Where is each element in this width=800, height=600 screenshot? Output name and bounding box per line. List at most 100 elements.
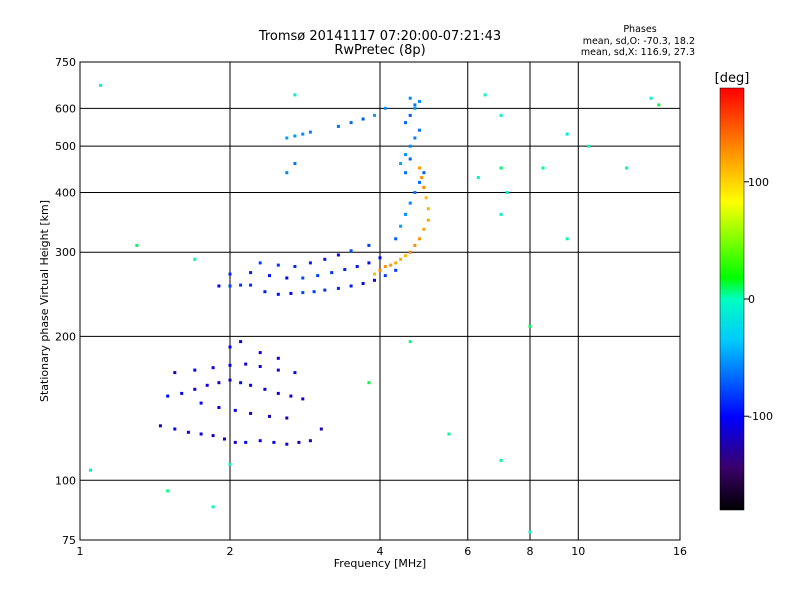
data-point xyxy=(499,113,503,117)
data-point xyxy=(135,243,139,247)
data-point xyxy=(373,278,376,282)
data-point xyxy=(408,144,412,148)
data-point xyxy=(361,282,365,285)
data-point xyxy=(199,401,203,405)
data-point xyxy=(211,366,215,370)
data-point xyxy=(193,368,197,372)
data-point xyxy=(413,243,417,247)
x-axis-label: Frequency [MHz] xyxy=(334,557,426,570)
data-point xyxy=(413,136,417,140)
data-point xyxy=(367,243,371,247)
data-point xyxy=(173,371,177,375)
x-tick-label: 2 xyxy=(227,545,234,558)
data-point xyxy=(408,157,412,161)
data-point xyxy=(308,439,312,443)
data-point xyxy=(404,121,407,125)
data-point xyxy=(343,268,347,271)
y-tick-label: 600 xyxy=(55,102,76,115)
data-point xyxy=(422,227,426,231)
colorbar-tick-label: -100 xyxy=(748,410,773,423)
data-point xyxy=(223,437,226,441)
data-point xyxy=(228,345,232,349)
data-point xyxy=(399,224,403,228)
data-point xyxy=(420,176,424,179)
data-point xyxy=(308,261,312,265)
colorbar-tick-label: 100 xyxy=(748,176,769,189)
data-point xyxy=(413,103,417,107)
data-point xyxy=(228,272,232,276)
data-point xyxy=(408,340,412,344)
data-point xyxy=(367,381,371,385)
data-point xyxy=(217,381,221,385)
data-point xyxy=(199,432,203,436)
data-point xyxy=(249,271,253,275)
data-point xyxy=(289,394,293,398)
data-point xyxy=(244,362,248,366)
data-point xyxy=(316,274,320,278)
data-point xyxy=(476,176,480,179)
data-point xyxy=(258,351,262,355)
data-point xyxy=(361,117,365,121)
data-point xyxy=(408,113,412,117)
data-point xyxy=(285,171,289,175)
data-point xyxy=(293,265,297,268)
phases-title: Phases xyxy=(623,24,656,35)
y-tick-labels: 75 100 200 300 400 500 600 750 xyxy=(55,56,76,547)
data-point xyxy=(565,132,569,136)
data-point xyxy=(228,378,232,382)
data-point xyxy=(276,263,280,267)
data-point xyxy=(268,274,271,278)
data-point xyxy=(166,394,170,398)
y-tick-label: 750 xyxy=(55,56,76,69)
data-point xyxy=(308,130,312,134)
data-point xyxy=(249,383,253,387)
x-gridlines xyxy=(229,62,579,540)
data-point xyxy=(418,128,421,132)
data-point xyxy=(426,207,430,211)
data-point xyxy=(205,383,209,387)
data-point xyxy=(258,261,262,265)
data-point xyxy=(336,253,340,257)
data-point xyxy=(99,83,103,87)
data-point xyxy=(383,274,387,278)
data-point xyxy=(404,254,407,258)
data-point xyxy=(285,276,289,280)
data-point xyxy=(418,166,421,170)
data-point xyxy=(394,268,398,272)
data-point xyxy=(418,237,421,241)
x-tick-label: 8 xyxy=(527,545,534,558)
data-point xyxy=(285,136,289,140)
data-point xyxy=(312,290,316,294)
data-point xyxy=(217,284,221,288)
y-tick-label: 75 xyxy=(62,534,76,547)
phases-x-line: mean, sd,X: 116.9, 27.3 xyxy=(581,47,695,58)
data-point xyxy=(249,411,253,415)
data-point xyxy=(263,290,267,294)
data-point xyxy=(285,442,289,446)
data-point xyxy=(349,121,353,125)
data-point xyxy=(276,391,280,395)
data-point xyxy=(505,191,509,194)
data-point xyxy=(285,416,289,420)
x-tick-label: 1 xyxy=(77,545,84,558)
y-tick-label: 400 xyxy=(55,186,76,199)
data-point xyxy=(625,166,629,170)
data-point xyxy=(263,387,267,391)
data-point xyxy=(233,408,237,412)
colorbar-tick-label: 0 xyxy=(748,293,755,306)
y-tick-label: 300 xyxy=(55,246,76,259)
data-point xyxy=(323,257,327,261)
data-point xyxy=(367,261,371,265)
colorbar-label: [deg] xyxy=(715,71,750,86)
data-point xyxy=(349,249,353,253)
data-point xyxy=(323,288,327,292)
data-point xyxy=(355,265,359,268)
x-tick-label: 10 xyxy=(571,545,585,558)
data-point xyxy=(217,406,221,409)
data-point xyxy=(211,505,215,509)
data-points xyxy=(89,83,661,534)
data-point xyxy=(293,162,297,165)
x-tick-label: 4 xyxy=(377,545,384,558)
colorbar: [deg] 100 0 -100 xyxy=(715,71,773,511)
data-point xyxy=(565,237,569,241)
